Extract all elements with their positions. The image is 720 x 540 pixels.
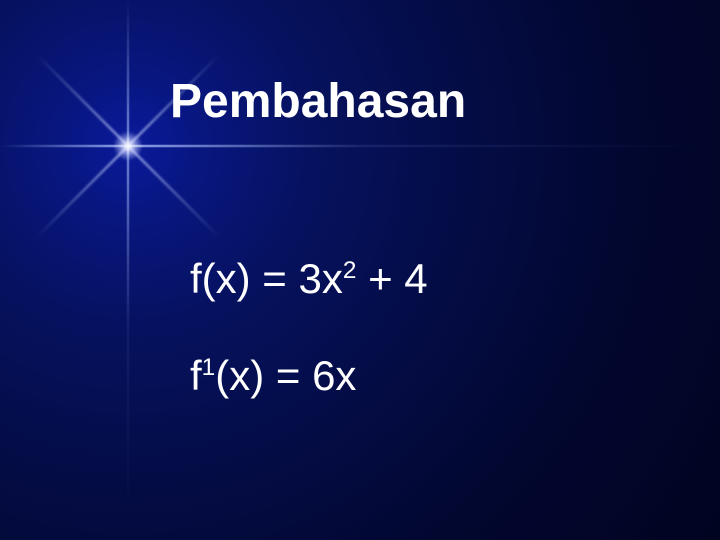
eq1-superscript: 2: [343, 257, 357, 284]
eq1-prefix: f(x) = 3x: [190, 255, 343, 302]
equation-line-1: f(x) = 3x2 + 4: [190, 255, 428, 303]
slide: Pembahasan f(x) = 3x2 + 4 f1(x) = 6x: [0, 0, 720, 540]
eq2-prefix: f: [190, 352, 202, 399]
eq2-superscript: 1: [202, 354, 216, 381]
equation-line-2: f1(x) = 6x: [190, 352, 356, 400]
flare-core-icon: [113, 131, 143, 161]
slide-title: Pembahasan: [170, 74, 466, 129]
flare-ray-horizontal: [0, 145, 720, 147]
eq1-suffix: + 4: [356, 255, 427, 302]
eq2-suffix: (x) = 6x: [215, 352, 356, 399]
flare-ray-vertical: [127, 0, 129, 540]
